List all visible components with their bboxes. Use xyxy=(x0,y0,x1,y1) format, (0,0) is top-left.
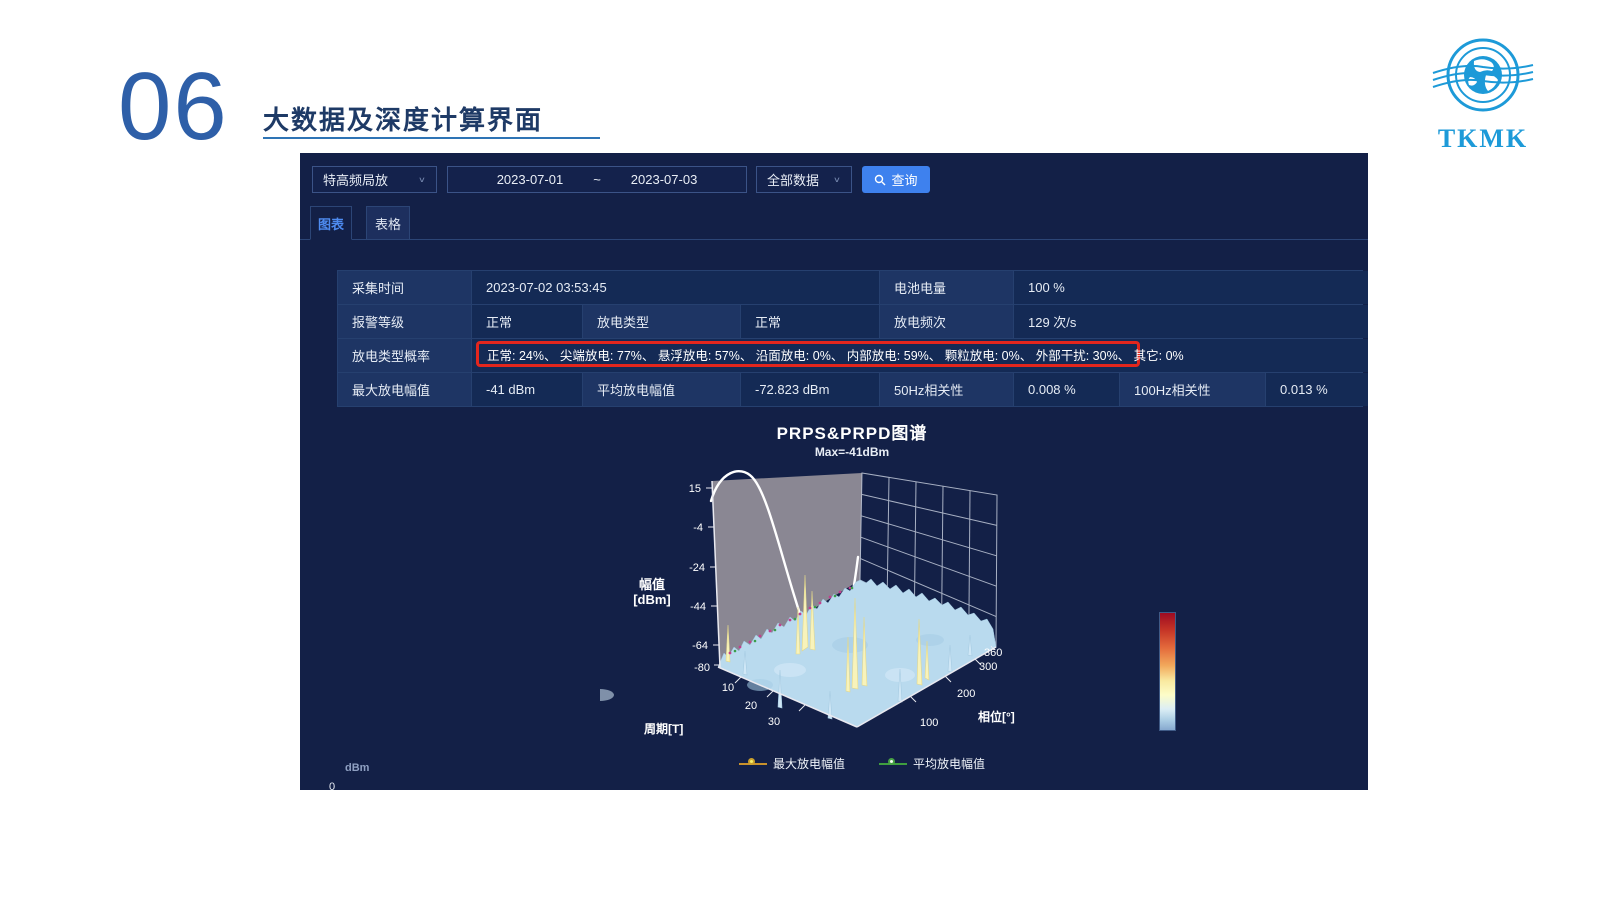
date-range-picker[interactable]: 2023-07-01 ~ 2023-07-03 xyxy=(447,166,747,193)
corr100-label: 100Hz相关性 xyxy=(1120,373,1265,406)
svg-text:10: 10 xyxy=(722,682,734,694)
chevron-down-icon: ∨ xyxy=(417,175,426,185)
yellow-spikes xyxy=(725,574,930,693)
dbm-unit-label: dBm xyxy=(345,762,370,774)
svg-text:-44: -44 xyxy=(690,601,706,613)
amplitude-colorbar xyxy=(1159,612,1176,731)
collect-time-label: 采集时间 xyxy=(338,271,471,304)
collect-time-value: 2023-07-02 03:53:45 xyxy=(472,271,879,304)
phase-axis-label: 相位[°] xyxy=(978,709,1015,724)
corr50-value: 0.008 % xyxy=(1014,373,1119,406)
alarm-level-label: 报警等级 xyxy=(338,305,471,338)
max-amplitude-label: 最大放电幅值 xyxy=(338,373,471,406)
probability-cell: 正常: 24%、 尖端放电: 77%、 悬浮放电: 57%、 沿面放电: 0%、… xyxy=(472,339,1368,372)
data-scope-select[interactable]: 全部数据 ∨ xyxy=(756,166,852,193)
logo-text: TKMK xyxy=(1438,124,1528,153)
slide-number: 06 xyxy=(118,53,229,160)
battery-label: 电池电量 xyxy=(880,271,1013,304)
date-end[interactable]: 2023-07-03 xyxy=(630,172,698,187)
svg-text:-24: -24 xyxy=(689,562,705,574)
svg-text:300: 300 xyxy=(979,661,997,673)
globe-logo-icon: TKMK xyxy=(1432,38,1534,153)
signal-type-select[interactable]: 特高频局放 ∨ xyxy=(312,166,437,193)
amp-tick-labels: 15 -4 -24 -44 -64 -80 xyxy=(689,483,710,674)
legend-avg-label: 平均放电幅值 xyxy=(913,757,986,771)
legend-avg-marker-icon xyxy=(879,758,907,769)
title-underline xyxy=(263,137,600,139)
query-button[interactable]: 查询 xyxy=(862,166,930,193)
discharge-freq-value: 129 次/s xyxy=(1014,305,1368,338)
company-logo: TKMK xyxy=(1428,25,1538,155)
alarm-level-value: 正常 xyxy=(472,305,582,338)
probability-label: 放电类型概率 xyxy=(338,339,471,372)
dashboard-panel: 特高频局放 ∨ 2023-07-01 ~ 2023-07-03 全部数据 ∨ 查… xyxy=(300,153,1368,790)
chevron-down-icon: ∨ xyxy=(832,175,841,185)
battery-value: 100 % xyxy=(1014,271,1368,304)
origin-zero-label: 0 xyxy=(329,781,336,790)
svg-text:幅值: 幅值 xyxy=(639,577,665,592)
svg-text:100: 100 xyxy=(920,717,938,729)
query-button-label: 查询 xyxy=(891,173,918,188)
phase-tick-labels: 360 300 200 100 xyxy=(920,647,1002,729)
svg-text:20: 20 xyxy=(745,700,757,712)
date-separator: ~ xyxy=(593,172,601,187)
legend-max-label: 最大放电幅值 xyxy=(772,757,845,771)
cycle-axis-label: 周期[T] xyxy=(644,721,683,736)
legend-item-avg[interactable]: 平均放电幅值 xyxy=(879,755,985,772)
tab-table[interactable]: 表格 xyxy=(366,206,410,240)
max-amplitude-value: -41 dBm xyxy=(472,373,582,406)
cycle-tick-labels: 10 20 30 xyxy=(722,682,780,728)
data-scope-value: 全部数据 xyxy=(767,173,820,188)
prpd-dots xyxy=(728,586,854,655)
tab-divider xyxy=(300,239,1368,240)
blue-spikes xyxy=(742,634,973,720)
discharge-freq-label: 放电频次 xyxy=(880,305,1013,338)
search-icon xyxy=(875,174,886,185)
svg-text:-64: -64 xyxy=(692,640,708,652)
svg-text:-4: -4 xyxy=(693,522,703,534)
discharge-type-label: 放电类型 xyxy=(583,305,740,338)
chart-legend: 最大放电幅值 平均放电幅值 xyxy=(602,755,1122,772)
corr50-label: 50Hz相关性 xyxy=(880,373,1013,406)
prps-3d-chart: 15 -4 -24 -44 -64 -80 幅值 [dBm] 10 20 30 … xyxy=(600,470,1015,736)
svg-text:30: 30 xyxy=(768,716,780,728)
chart-title: PRPS&PRPD图谱 xyxy=(776,424,928,443)
chart-subtitle: Max=-41dBm xyxy=(814,445,890,459)
legend-max-marker-icon xyxy=(738,758,767,769)
discharge-type-value: 正常 xyxy=(741,305,879,338)
axis-lines xyxy=(711,480,997,728)
amp-axis-ticks xyxy=(706,487,995,712)
svg-text:200: 200 xyxy=(957,688,975,700)
amp-axis-label: 幅值 [dBm] xyxy=(633,577,671,607)
svg-text:[dBm]: [dBm] xyxy=(633,592,671,607)
date-start[interactable]: 2023-07-01 xyxy=(496,172,564,187)
svg-text:15: 15 xyxy=(689,483,701,495)
tab-chart[interactable]: 图表 xyxy=(310,206,352,240)
signal-type-value: 特高频局放 xyxy=(323,173,389,188)
avg-amplitude-value: -72.823 dBm xyxy=(741,373,879,406)
svg-text:360: 360 xyxy=(984,647,1002,659)
corr100-value: 0.013 % xyxy=(1266,373,1368,406)
discharge-probability-highlight: 正常: 24%、 尖端放电: 77%、 悬浮放电: 57%、 沿面放电: 0%、… xyxy=(476,341,1184,367)
svg-text:-80: -80 xyxy=(694,662,710,674)
page-title: 大数据及深度计算界面 xyxy=(263,105,544,135)
legend-item-max[interactable]: 最大放电幅值 xyxy=(738,755,845,772)
avg-amplitude-label: 平均放电幅值 xyxy=(583,373,740,406)
measurement-table: 采集时间 2023-07-02 03:53:45 电池电量 100 % 报警等级… xyxy=(337,270,1368,407)
